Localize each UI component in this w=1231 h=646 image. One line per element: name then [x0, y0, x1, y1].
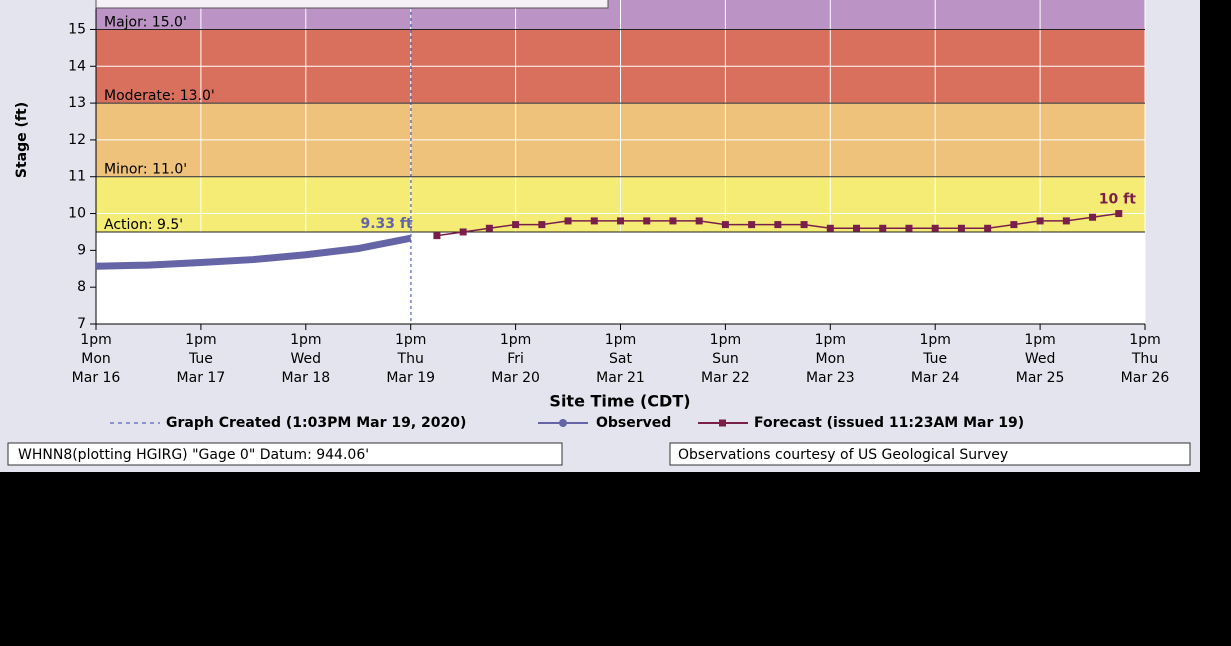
footer-right: Observations courtesy of US Geological S…	[678, 447, 1008, 463]
y-tick-label: 9	[77, 242, 86, 258]
x-tick-label: Mar 21	[596, 370, 645, 386]
flood-label: Minor: 11.0'	[104, 162, 187, 178]
y-axis-title: Stage (ft)	[14, 102, 30, 178]
x-tick-label: Fri	[507, 351, 524, 367]
x-tick-label: 1pm	[605, 332, 636, 348]
x-tick-label: Sat	[609, 351, 632, 367]
forecast-point	[1010, 221, 1018, 229]
forecast-point	[853, 224, 861, 232]
forecast-point	[721, 221, 729, 229]
x-tick-label: Mar 22	[701, 370, 750, 386]
legend-label: Observed	[596, 415, 671, 431]
forecast-point	[800, 221, 808, 229]
y-tick-label: 10	[68, 206, 86, 222]
x-tick-label: 1pm	[500, 332, 531, 348]
x-tick-label: 1pm	[1129, 332, 1160, 348]
x-tick-label: 1pm	[919, 332, 950, 348]
forecast-point	[984, 224, 992, 232]
footer-box	[669, 442, 1191, 466]
y-tick-label: 11	[68, 169, 86, 185]
x-tick-label: Mon	[81, 351, 111, 367]
legend-created: Graph Created (1:03PM Mar 19, 2020)	[166, 415, 466, 431]
x-tick-label: Mar 18	[281, 370, 330, 386]
x-tick-label: Mar 20	[491, 370, 540, 386]
y-tick-label: 15	[68, 21, 86, 37]
legend-label: Forecast (issued 11:23AM Mar 19)	[754, 415, 1024, 431]
x-tick-label: 1pm	[290, 332, 321, 348]
forecast-point	[459, 228, 467, 236]
y-tick-label: 8	[77, 279, 86, 295]
x-tick-label: Mar 19	[386, 370, 435, 386]
forecast-point	[617, 217, 624, 225]
end-label: 9.33 ft	[360, 216, 413, 232]
x-tick-label: Wed	[1025, 351, 1056, 367]
x-tick-label: 1pm	[80, 332, 111, 348]
legend-swatch	[719, 419, 726, 427]
x-tick-label: 1pm	[1024, 332, 1055, 348]
forecast-point	[669, 217, 677, 225]
x-tick-label: 1pm	[185, 332, 216, 348]
x-tick-label: Mar 17	[177, 370, 226, 386]
forecast-point	[643, 217, 651, 225]
x-tick-label: Mar 25	[1016, 370, 1065, 386]
forecast-point	[931, 224, 939, 232]
series-line	[95, 234, 412, 270]
x-tick-label: Tue	[922, 351, 947, 367]
x-tick-label: Sun	[712, 351, 739, 367]
forecast-point	[1036, 217, 1044, 225]
forecast-point	[695, 217, 703, 225]
y-tick-label: 12	[68, 132, 86, 148]
footer-box	[7, 442, 563, 466]
x-tick-label: Thu	[1131, 351, 1158, 367]
plot-area: Action: 9.5' Minor: 11.0' Moderate: 13.0' M…	[68, 0, 1169, 386]
forecast-point	[564, 217, 572, 225]
legend-swatch	[559, 419, 567, 427]
forecast-point	[774, 221, 782, 229]
forecast-point	[538, 221, 546, 229]
flood-label: Moderate: 13.0'	[104, 88, 215, 104]
forecast-point	[1089, 213, 1097, 221]
end-label: 10 ft	[1099, 192, 1136, 208]
y-tick-label: 14	[68, 58, 86, 74]
forecast-point	[1115, 210, 1123, 218]
forecast-point	[433, 232, 441, 240]
forecast-point	[957, 224, 965, 232]
x-tick-label: 1pm	[710, 332, 741, 348]
forecast-point	[512, 221, 520, 229]
x-axis-title: Site Time (CDT)	[549, 392, 690, 411]
x-tick-label: Mar 26	[1121, 370, 1170, 386]
forecast-point	[590, 217, 598, 225]
footer-left: WHNN8(plotting HGIRG) "Gage 0" Datum: 94…	[18, 447, 369, 463]
x-tick-label: 1pm	[815, 332, 846, 348]
header-box	[95, 0, 609, 9]
x-tick-label: Tue	[188, 351, 213, 367]
y-tick-label: 7	[77, 316, 86, 332]
flood-label: Major: 15.0'	[104, 14, 187, 30]
forecast-point	[905, 224, 913, 232]
x-tick-label: Mar 16	[72, 370, 121, 386]
forecast-point	[826, 224, 834, 232]
x-tick-label: Mon	[816, 351, 846, 367]
forecast-point	[879, 224, 887, 232]
x-tick-label: Thu	[397, 351, 424, 367]
flood-label: Action: 9.5'	[104, 217, 183, 233]
x-tick-label: Wed	[291, 351, 322, 367]
y-tick-label: 13	[68, 95, 86, 111]
x-tick-label: Mar 23	[806, 370, 855, 386]
forecast-point	[1062, 217, 1070, 225]
x-tick-label: Mar 24	[911, 370, 960, 386]
forecast-point	[485, 224, 493, 232]
forecast-point	[748, 221, 756, 229]
x-tick-label: 1pm	[395, 332, 426, 348]
